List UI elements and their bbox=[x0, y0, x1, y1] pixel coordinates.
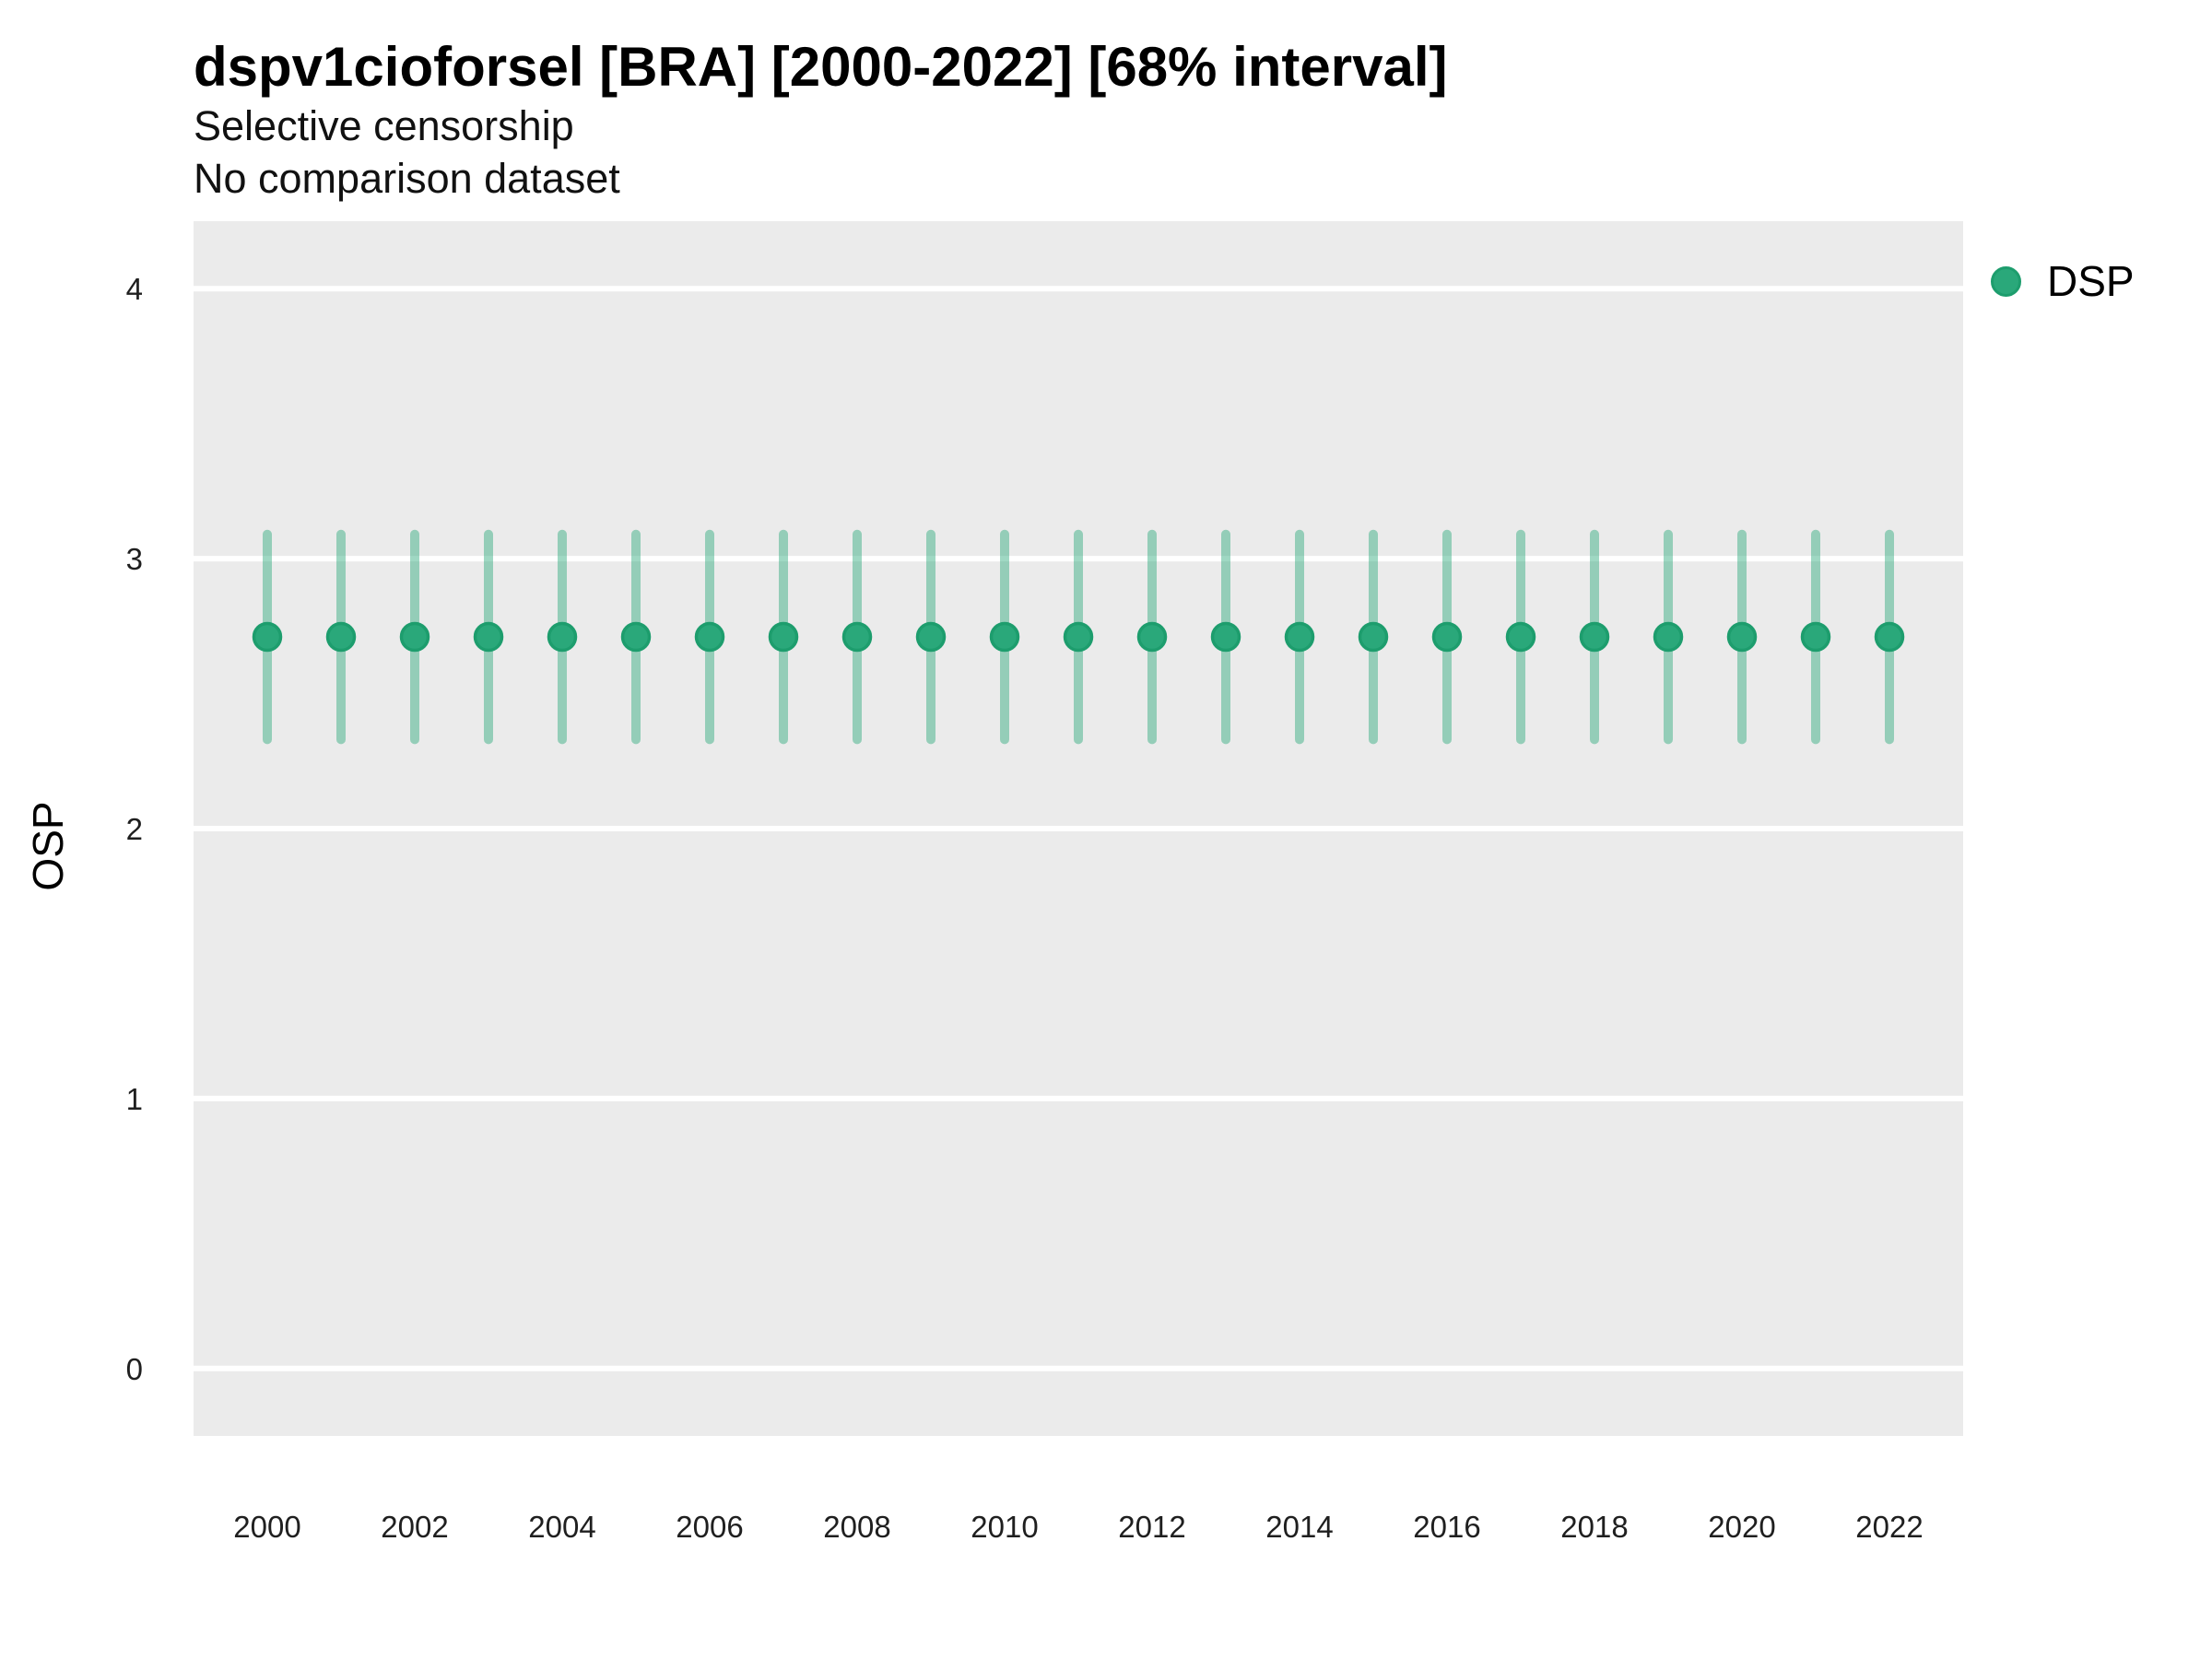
x-tick-label-2004: 2004 bbox=[528, 1510, 596, 1544]
y-tick-label-2: 2 bbox=[125, 812, 143, 846]
point-estimate-2007 bbox=[768, 621, 799, 653]
point-estimate-2003 bbox=[473, 621, 504, 653]
x-tick-label-2006: 2006 bbox=[676, 1510, 744, 1544]
point-estimate-2010 bbox=[989, 621, 1020, 653]
y-tick-label-4: 4 bbox=[125, 272, 143, 307]
x-tick-label-2000: 2000 bbox=[233, 1510, 301, 1544]
point-estimate-2017 bbox=[1505, 621, 1536, 653]
chart-title: dspv1cioforsel [BRA] [2000-2022] [68% in… bbox=[194, 36, 1448, 98]
point-estimate-2019 bbox=[1653, 621, 1684, 653]
legend-point-icon bbox=[1991, 265, 2021, 297]
x-tick-label-2012: 2012 bbox=[1118, 1510, 1186, 1544]
point-estimate-2002 bbox=[399, 621, 430, 653]
point-estimate-2005 bbox=[620, 621, 652, 653]
y-tick-label-0: 0 bbox=[125, 1351, 143, 1386]
point-estimate-2001 bbox=[325, 621, 357, 653]
x-tick-label-2016: 2016 bbox=[1413, 1510, 1481, 1544]
point-estimate-2000 bbox=[252, 621, 283, 653]
x-tick-label-2010: 2010 bbox=[971, 1510, 1039, 1544]
point-estimate-2008 bbox=[841, 621, 873, 653]
point-estimate-2004 bbox=[547, 621, 578, 653]
x-tick-label-2008: 2008 bbox=[823, 1510, 891, 1544]
legend: DSP bbox=[1991, 256, 2135, 306]
point-estimate-2020 bbox=[1726, 621, 1758, 653]
plot-panel bbox=[194, 221, 1963, 1436]
plot-area bbox=[194, 286, 1963, 1371]
y-tick-label-3: 3 bbox=[125, 542, 143, 577]
point-estimate-2022 bbox=[1874, 621, 1905, 653]
point-estimate-2015 bbox=[1358, 621, 1389, 653]
point-estimate-2011 bbox=[1063, 621, 1094, 653]
point-estimate-2012 bbox=[1136, 621, 1168, 653]
x-tick-label-2022: 2022 bbox=[1855, 1510, 1924, 1544]
point-estimate-2009 bbox=[915, 621, 947, 653]
point-estimate-2013 bbox=[1210, 621, 1241, 653]
point-estimate-2021 bbox=[1800, 621, 1831, 653]
chart-note: No comparison dataset bbox=[194, 155, 620, 202]
chart-subtitle: Selective censorship bbox=[194, 102, 574, 149]
y-tick-label-1: 1 bbox=[125, 1081, 143, 1116]
x-tick-label-2018: 2018 bbox=[1560, 1510, 1629, 1544]
x-tick-label-2020: 2020 bbox=[1708, 1510, 1776, 1544]
point-estimate-2016 bbox=[1431, 621, 1463, 653]
point-estimate-2014 bbox=[1284, 621, 1315, 653]
legend-label: DSP bbox=[2047, 257, 2135, 305]
x-tick-label-2002: 2002 bbox=[381, 1510, 449, 1544]
x-tick-label-2014: 2014 bbox=[1265, 1510, 1334, 1544]
point-estimate-2018 bbox=[1579, 621, 1610, 653]
point-estimate-2006 bbox=[694, 621, 725, 653]
